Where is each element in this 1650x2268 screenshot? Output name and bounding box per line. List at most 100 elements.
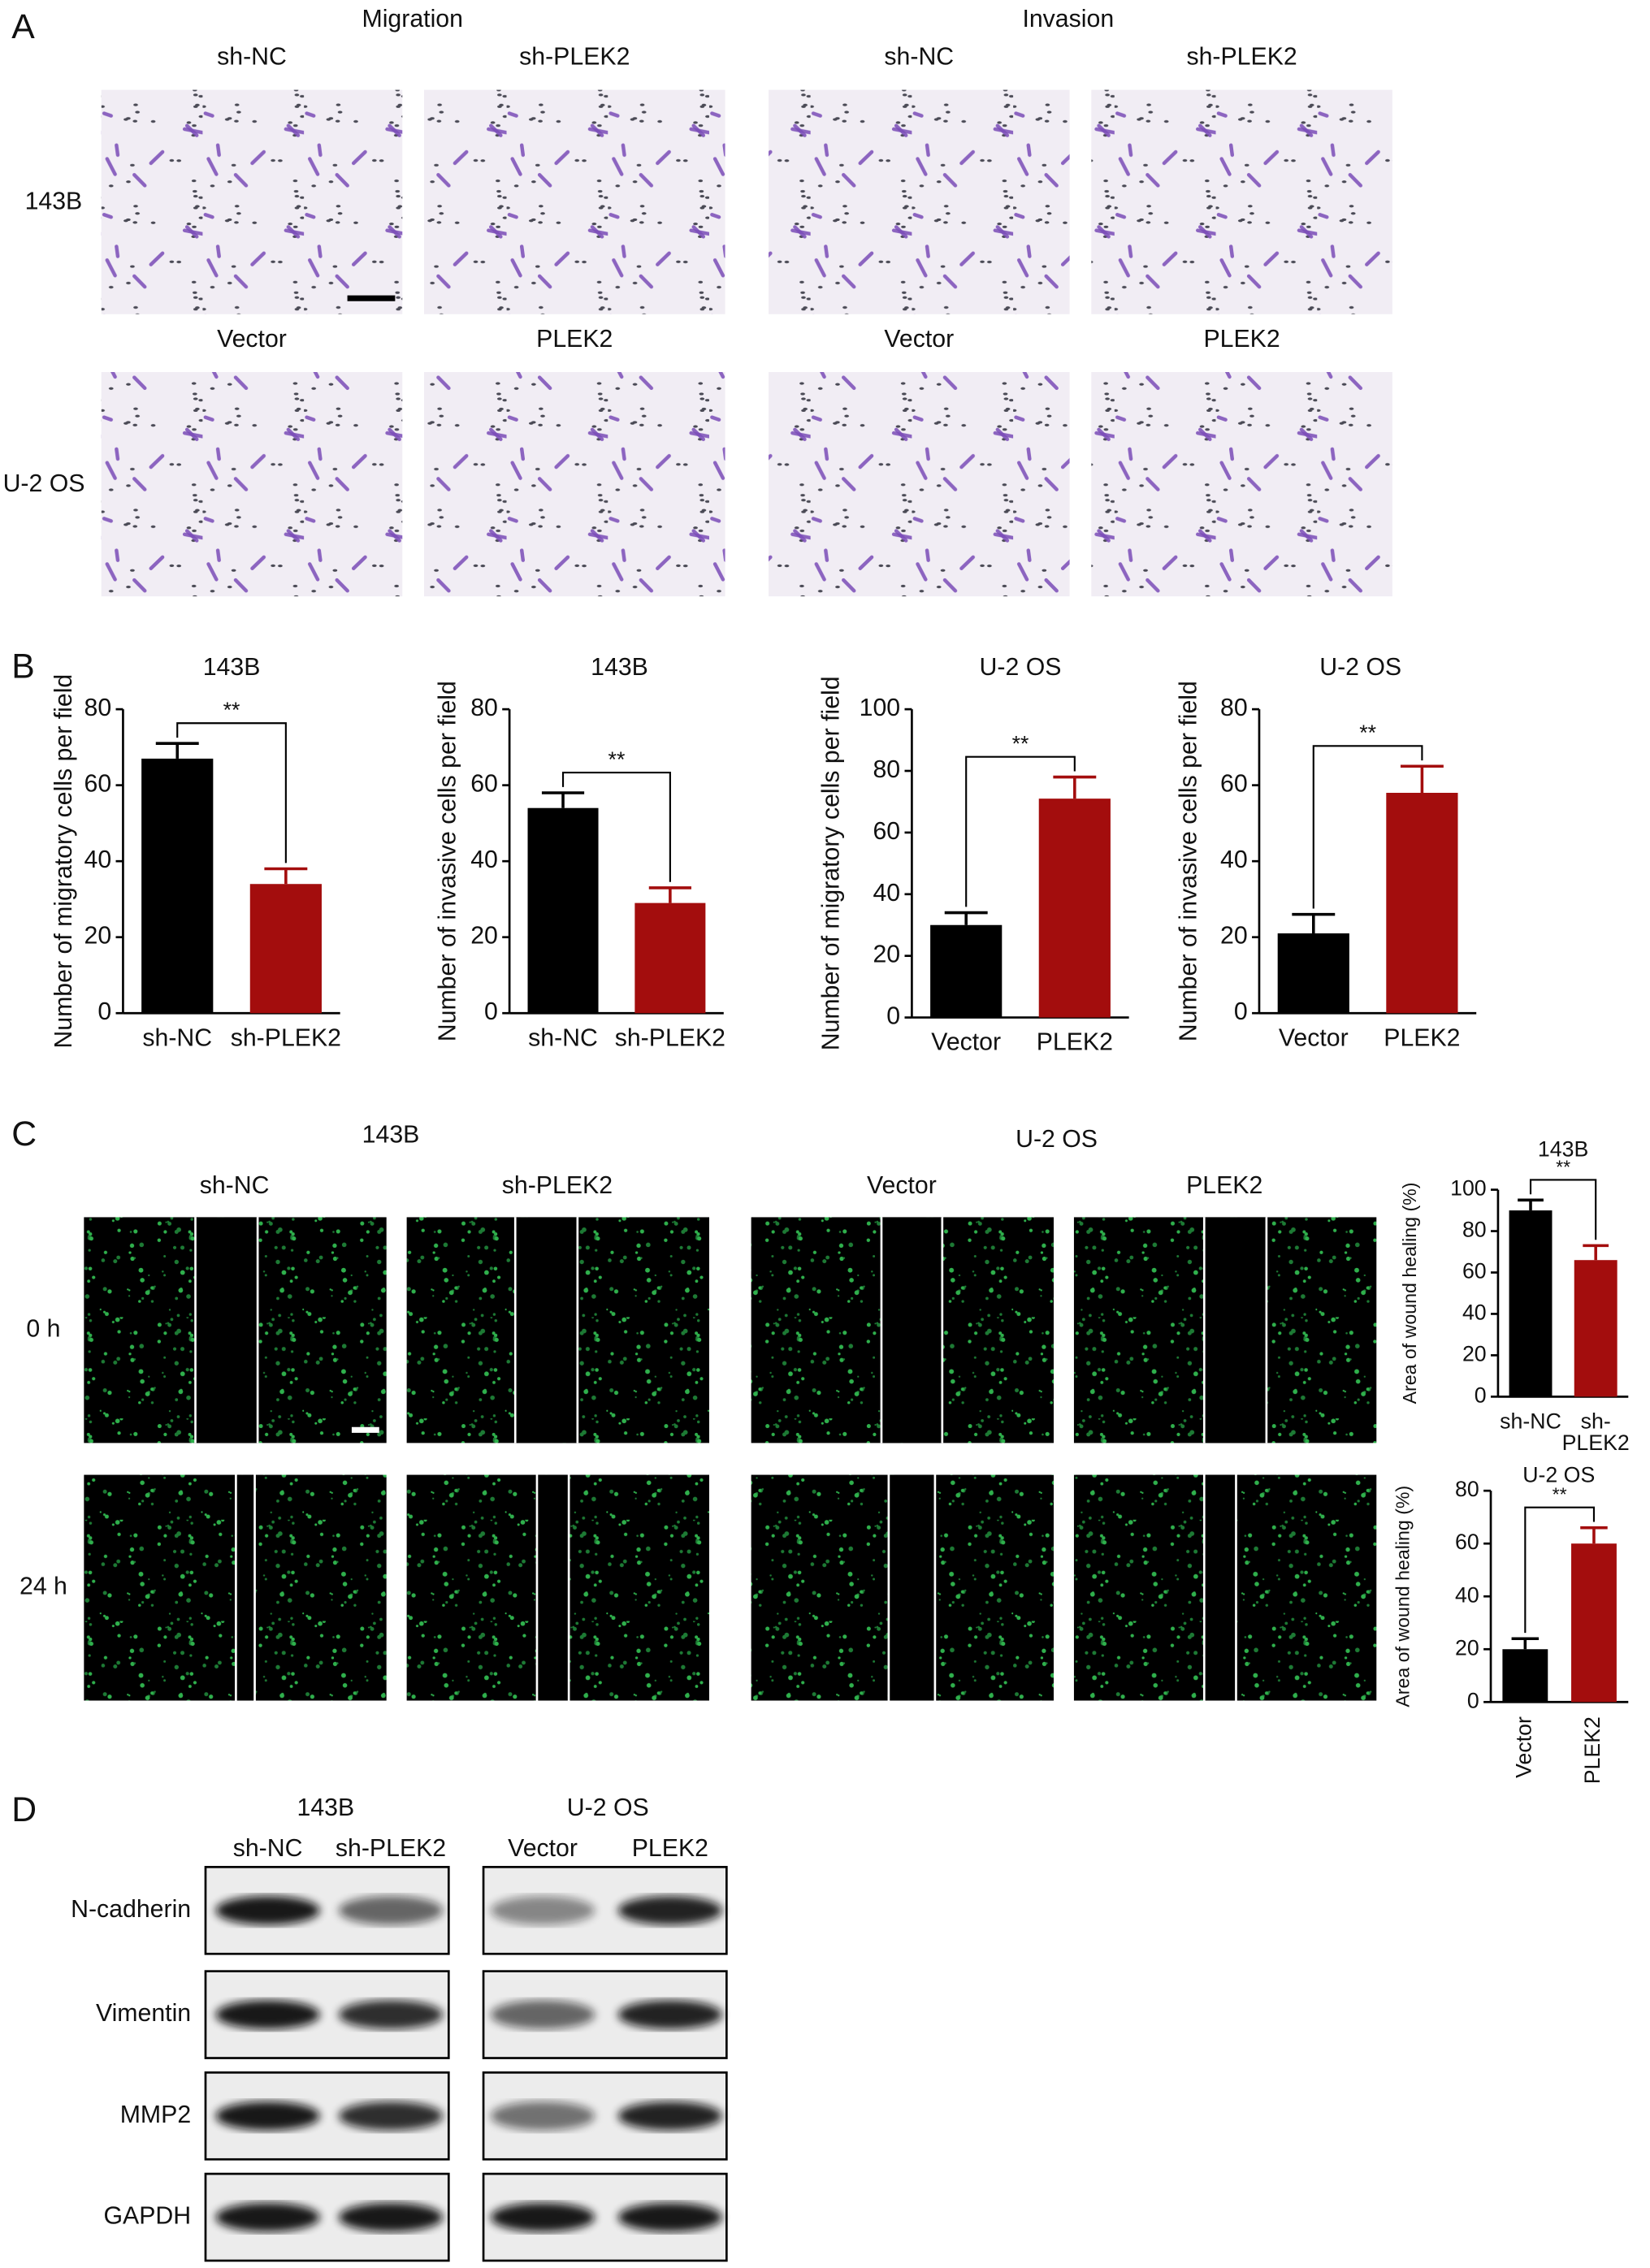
- blot-band: [215, 1896, 320, 1925]
- x-tick-label-part: sh-: [1581, 1409, 1611, 1433]
- chart-title: 143B: [591, 654, 648, 681]
- y-axis-label: Number of invasive cells per field: [434, 681, 461, 1041]
- blot-band: [338, 2101, 444, 2131]
- blot-band: [215, 2000, 320, 2029]
- y-axis-label: Area of wound healing (%): [1399, 1183, 1420, 1405]
- y-tick-label: 100: [1450, 1176, 1487, 1201]
- y-tick-label: 20: [84, 923, 112, 950]
- wound-gap: [515, 1217, 578, 1443]
- y-tick-label: 80: [1455, 1477, 1479, 1501]
- x-tick-label: sh-NC: [1500, 1409, 1561, 1433]
- group-label: U-2 OS: [567, 1794, 649, 1821]
- significance-label: **: [1556, 1156, 1570, 1177]
- chart-title: U-2 OS: [1319, 654, 1401, 681]
- wound-gap: [236, 1474, 255, 1701]
- y-tick-label: 0: [1475, 1383, 1487, 1407]
- blot-band: [490, 2202, 595, 2232]
- x-tick-label: PLEK2: [1580, 1716, 1605, 1784]
- lane-label: PLEK2: [632, 1835, 708, 1862]
- y-tick-label: 60: [1455, 1530, 1479, 1554]
- blot-band: [215, 2202, 320, 2232]
- y-tick-label: 100: [860, 695, 901, 721]
- y-tick-label: 20: [873, 941, 900, 968]
- row-label: 24 h: [19, 1573, 67, 1600]
- y-tick-label: 20: [1220, 923, 1248, 950]
- protein-label: Vimentin: [96, 2000, 191, 2027]
- y-tick-label: 80: [470, 695, 498, 721]
- bar: [527, 807, 599, 1014]
- blot-band: [617, 1896, 723, 1925]
- y-tick-label: 0: [97, 998, 111, 1025]
- y-axis-label: Number of migratory cells per field: [50, 674, 77, 1049]
- bar: [634, 902, 706, 1014]
- chart-title: 143B: [1538, 1137, 1588, 1162]
- blot-band: [338, 1896, 444, 1925]
- micrograph: [1091, 89, 1392, 314]
- y-tick-label: 40: [1462, 1301, 1487, 1325]
- blot-band: [338, 2000, 444, 2029]
- significance-label: **: [1359, 721, 1376, 745]
- y-tick-label: 40: [1220, 846, 1248, 873]
- y-tick-label: 60: [470, 771, 498, 798]
- bar: [1502, 1649, 1548, 1703]
- y-tick-label: 60: [873, 818, 900, 845]
- column-label: PLEK2: [1203, 326, 1280, 353]
- column-label: Vector: [884, 326, 954, 353]
- group-label: Invasion: [1022, 6, 1114, 32]
- lane-label: sh-NC: [233, 1835, 303, 1862]
- significance-label: **: [608, 747, 626, 772]
- significance-label: **: [1012, 731, 1029, 755]
- y-axis-label: Number of invasive cells per field: [1175, 681, 1202, 1041]
- bar: [1038, 799, 1111, 1018]
- x-tick-label: Vector: [931, 1029, 1001, 1056]
- group-label: 143B: [362, 1122, 420, 1149]
- bar: [1574, 1260, 1618, 1397]
- y-tick-label: 80: [873, 756, 900, 783]
- bar: [1386, 792, 1458, 1014]
- significance-bracket: [561, 771, 671, 882]
- bar: [1571, 1543, 1617, 1703]
- x-tick-label: sh-PLEK2: [1562, 1409, 1630, 1455]
- protein-label: N-cadherin: [71, 1896, 191, 1923]
- y-axis-label: Area of wound healing (%): [1392, 1486, 1413, 1707]
- lane-label: Vector: [508, 1835, 578, 1862]
- blot-band: [490, 2000, 595, 2029]
- column-label: PLEK2: [536, 326, 613, 353]
- blot-band: [215, 2101, 320, 2131]
- y-tick-label: 40: [470, 846, 498, 873]
- row-label: U-2 OS: [3, 470, 85, 497]
- x-tick-label: sh-NC: [142, 1024, 212, 1051]
- protein-label: MMP2: [120, 2101, 191, 2128]
- significance-bracket: [1529, 1179, 1597, 1240]
- micrograph: [1091, 371, 1392, 597]
- blot-band: [617, 2101, 723, 2131]
- y-tick-label: 0: [886, 1003, 900, 1030]
- blot-band: [490, 1896, 595, 1925]
- y-tick-label: 60: [1462, 1259, 1487, 1283]
- lane-label: sh-PLEK2: [336, 1835, 446, 1862]
- blot-band: [490, 2101, 595, 2131]
- y-tick-label: 40: [873, 880, 900, 907]
- micrograph: [769, 89, 1070, 314]
- column-label: sh-PLEK2: [502, 1172, 613, 1199]
- wound-gap: [536, 1474, 569, 1701]
- x-tick-label: PLEK2: [1384, 1024, 1460, 1051]
- y-tick-label: 40: [84, 846, 112, 873]
- bar: [141, 758, 214, 1014]
- chart-title: 143B: [203, 654, 261, 681]
- column-label: Vector: [217, 326, 287, 353]
- micrograph: [424, 371, 725, 597]
- column-label: sh-PLEK2: [1186, 43, 1297, 70]
- bar: [249, 884, 322, 1014]
- wound-gap: [1204, 1474, 1236, 1701]
- wound-gap: [881, 1217, 942, 1443]
- micrograph: [769, 371, 1070, 597]
- x-tick-label: Vector: [1279, 1024, 1349, 1051]
- y-tick-label: 80: [1462, 1218, 1487, 1242]
- significance-bracket: [1312, 745, 1423, 909]
- y-tick-label: 0: [1234, 998, 1248, 1025]
- chart-title: U-2 OS: [1522, 1462, 1595, 1487]
- micrograph: [101, 371, 403, 597]
